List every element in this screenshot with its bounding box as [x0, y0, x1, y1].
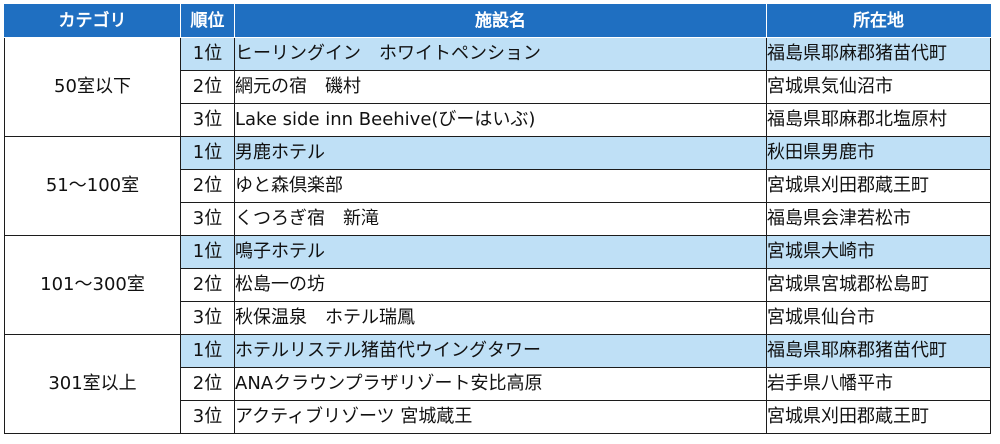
table-body: 50室以下 1位 ヒーリングイン ホワイトペンション 福島県耶麻郡猪苗代町 2位…	[4, 37, 991, 434]
location-cell: 宮城県大崎市	[766, 235, 991, 269]
location-cell: 宮城県刈田郡蔵王町	[766, 400, 991, 434]
rank-cell: 1位	[180, 37, 235, 71]
table-row: 50室以下 1位 ヒーリングイン ホワイトペンション 福島県耶麻郡猪苗代町	[4, 37, 991, 137]
facility-cell: ANAクラウンプラザリゾート安比高原	[234, 367, 767, 401]
table-row: 2位 ゆと森倶楽部 宮城県刈田郡蔵王町	[5, 169, 991, 203]
location-cell: 宮城県刈田郡蔵王町	[766, 169, 991, 203]
facility-cell: くつろぎ宿 新滝	[234, 202, 767, 236]
header-row: カテゴリ 順位 施設名 所在地	[4, 4, 991, 38]
location-cell: 福島県会津若松市	[766, 202, 991, 236]
table-row: 3位 くつろぎ宿 新滝 福島県会津若松市	[5, 202, 991, 236]
header-category: カテゴリ	[4, 4, 181, 38]
rank-cell: 3位	[180, 301, 235, 335]
header-rank: 順位	[180, 4, 235, 38]
facility-cell: ホテルリステル猪苗代ウイングタワー	[234, 334, 767, 368]
facility-cell: 男鹿ホテル	[234, 136, 767, 170]
category-cell: 51～100室	[4, 136, 181, 236]
rank-cell: 1位	[180, 136, 235, 170]
table-row: 51～100室 1位 男鹿ホテル 秋田県男鹿市	[4, 136, 991, 236]
facility-cell: Lake side inn Beehive(びーはいぶ)	[234, 103, 767, 137]
location-cell: 福島県耶麻郡猪苗代町	[766, 37, 991, 71]
header-location: 所在地	[766, 4, 991, 38]
location-cell: 福島県耶麻郡北塩原村	[766, 103, 991, 137]
facility-cell: 鳴子ホテル	[234, 235, 767, 269]
table-row: 301室以上 1位 ホテルリステル猪苗代ウイングタワー 福島県耶麻郡猪苗代町	[4, 334, 991, 434]
ranking-table: カテゴリ 順位 施設名 所在地 50室以下 1位 ヒーリングイン ホワイトペンシ…	[4, 4, 991, 434]
facility-cell: 網元の宿 磯村	[234, 70, 767, 104]
rank-cell: 3位	[180, 103, 235, 137]
table-row: 3位 アクティブリゾーツ 宮城蔵王 宮城県刈田郡蔵王町	[5, 400, 991, 434]
table-row: 2位 松島一の坊 宮城県宮城郡松島町	[5, 268, 991, 302]
category-cell: 50室以下	[4, 37, 181, 137]
facility-cell: 秋保温泉 ホテル瑞鳳	[234, 301, 767, 335]
rank-cell: 2位	[180, 268, 235, 302]
table-row: 101～300室 1位 鳴子ホテル 宮城県大崎市	[4, 235, 991, 335]
location-cell: 岩手県八幡平市	[766, 367, 991, 401]
category-cell: 301室以上	[4, 334, 181, 434]
facility-cell: ゆと森倶楽部	[234, 169, 767, 203]
table-row: 2位 網元の宿 磯村 宮城県気仙沼市	[5, 70, 991, 104]
facility-cell: 松島一の坊	[234, 268, 767, 302]
table-row: 3位 Lake side inn Beehive(びーはいぶ) 福島県耶麻郡北塩…	[5, 103, 991, 137]
location-cell: 福島県耶麻郡猪苗代町	[766, 334, 991, 368]
rank-cell: 2位	[180, 169, 235, 203]
rank-cell: 3位	[180, 202, 235, 236]
category-cell: 101～300室	[4, 235, 181, 335]
table-header: カテゴリ 順位 施設名 所在地	[4, 4, 991, 38]
table-row: 2位 ANAクラウンプラザリゾート安比高原 岩手県八幡平市	[5, 367, 991, 401]
location-cell: 宮城県仙台市	[766, 301, 991, 335]
rank-cell: 3位	[180, 400, 235, 434]
facility-cell: アクティブリゾーツ 宮城蔵王	[234, 400, 767, 434]
location-cell: 秋田県男鹿市	[766, 136, 991, 170]
rank-cell: 2位	[180, 70, 235, 104]
location-cell: 宮城県宮城郡松島町	[766, 268, 991, 302]
rank-cell: 1位	[180, 334, 235, 368]
facility-cell: ヒーリングイン ホワイトペンション	[234, 37, 767, 71]
location-cell: 宮城県気仙沼市	[766, 70, 991, 104]
header-facility: 施設名	[234, 4, 767, 38]
rank-cell: 2位	[180, 367, 235, 401]
rank-cell: 1位	[180, 235, 235, 269]
ranking-table-container: カテゴリ 順位 施設名 所在地 50室以下 1位 ヒーリングイン ホワイトペンシ…	[4, 4, 991, 434]
